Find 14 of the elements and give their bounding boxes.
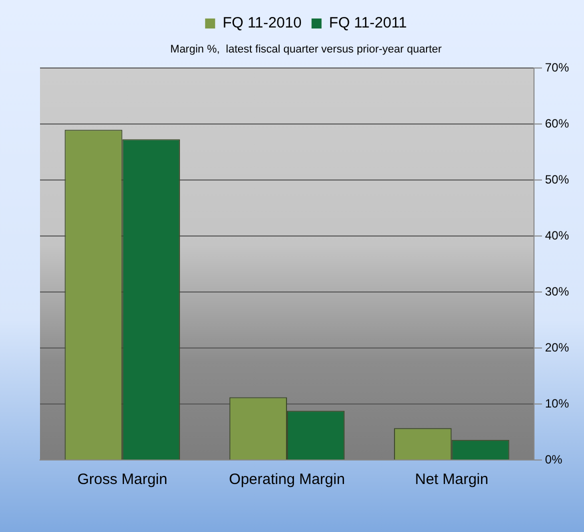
chart-title: Margin %, latest fiscal quarter versus prior-year quarter bbox=[170, 44, 442, 56]
y-tick-label: 30% bbox=[544, 284, 570, 298]
y-tick-label: 40% bbox=[544, 228, 570, 242]
y-tick-label: 70% bbox=[544, 60, 570, 75]
y-tick-label: 60% bbox=[544, 116, 570, 130]
y-tick-label: 50% bbox=[544, 172, 570, 186]
x-tick-label: Gross Margin bbox=[77, 471, 168, 488]
legend-label: FQ 11-2010 bbox=[222, 14, 302, 32]
x-tick-label: Net Margin bbox=[414, 471, 488, 488]
y-tick-label: 0% bbox=[544, 452, 563, 466]
x-tick-label: Operating Margin bbox=[229, 471, 345, 488]
y-tick-label: 10% bbox=[544, 396, 570, 410]
legend-label: FQ 11-2011 bbox=[329, 14, 407, 32]
y-tick-label: 20% bbox=[544, 340, 570, 354]
